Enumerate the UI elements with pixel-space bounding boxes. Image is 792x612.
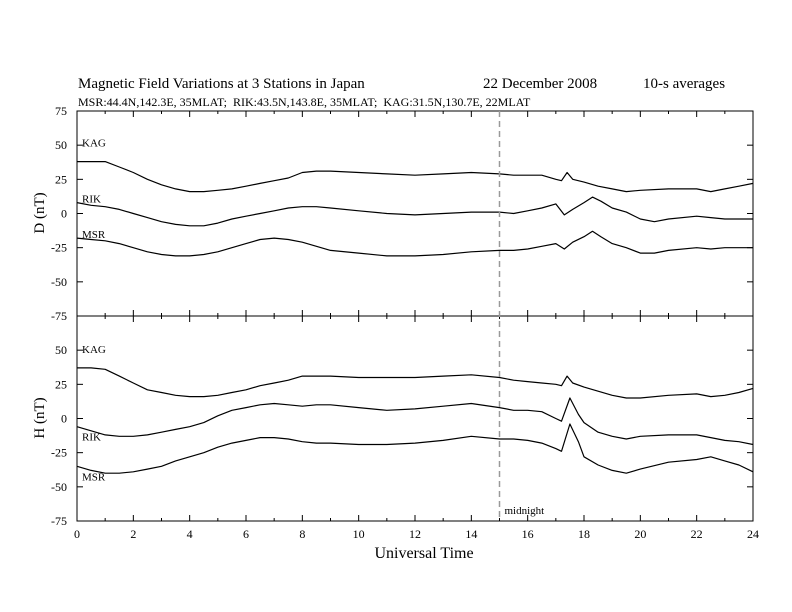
x-tick-label: 14 [465, 527, 477, 541]
series-label-rik: RIK [82, 194, 101, 206]
series-line-kag-d [77, 161, 754, 193]
chart-title: Magnetic Field Variations at 3 Stations … [78, 76, 365, 92]
midnight-label: midnight [505, 505, 545, 517]
x-tick-label: 16 [522, 527, 534, 541]
date-label: 22 December 2008 [483, 76, 597, 92]
x-tick-label: 20 [634, 527, 646, 541]
x-tick-label: 0 [74, 527, 80, 541]
y-tick-label: 25 [55, 172, 67, 186]
y-tick-label: 25 [55, 377, 67, 391]
averaging-label: 10-s averages [643, 76, 725, 92]
series-label-kag: KAG [82, 138, 106, 150]
y-tick-label: 0 [61, 207, 67, 221]
h-axis-title: H (nT) [32, 397, 48, 438]
x-tick-label: 24 [747, 527, 759, 541]
y-tick-label: -50 [51, 275, 67, 289]
y-tick-label: -50 [51, 480, 67, 494]
x-tick-label: 12 [409, 527, 421, 541]
y-tick-label: -25 [51, 446, 67, 460]
d-axis-title: D (nT) [32, 192, 48, 233]
series-line-rik-d [76, 196, 753, 227]
y-tick-label: -75 [51, 309, 67, 323]
data-series: KAG RIK MSR KAG RIK MSR midnight [76, 111, 754, 521]
series-label-msr: MSR [82, 229, 106, 241]
series-line-msr-h [76, 423, 754, 474]
d-panel-frame [76, 110, 754, 317]
y-tick-label: 50 [55, 343, 67, 357]
x-tick-label: 8 [299, 527, 305, 541]
y-tick-label: 0 [61, 412, 67, 426]
series-label-kag: KAG [82, 344, 106, 356]
station-coordinates: MSR:44.4N,142.3E, 35MLAT; RIK:43.5N,143.… [78, 95, 531, 109]
series-label-msr: MSR [82, 471, 106, 483]
h-panel-frame [76, 315, 754, 522]
series-line-msr-d [76, 230, 753, 257]
series-line-rik-h [76, 397, 754, 446]
x-tick-label: 4 [187, 527, 193, 541]
y-tick-label: 50 [55, 138, 67, 152]
y-tick-label: -25 [51, 241, 67, 255]
series-line-kag-h [77, 367, 754, 399]
x-tick-label: 10 [353, 527, 365, 541]
x-tick-label: 18 [578, 527, 590, 541]
x-axis-title: Universal Time [374, 545, 473, 562]
series-label-rik: RIK [82, 432, 101, 444]
x-tick-label: 22 [691, 527, 703, 541]
x-tick-label: 2 [130, 527, 136, 541]
x-tick-label: 6 [243, 527, 249, 541]
y-tick-label: -75 [51, 514, 67, 528]
y-tick-label: 75 [55, 104, 67, 118]
